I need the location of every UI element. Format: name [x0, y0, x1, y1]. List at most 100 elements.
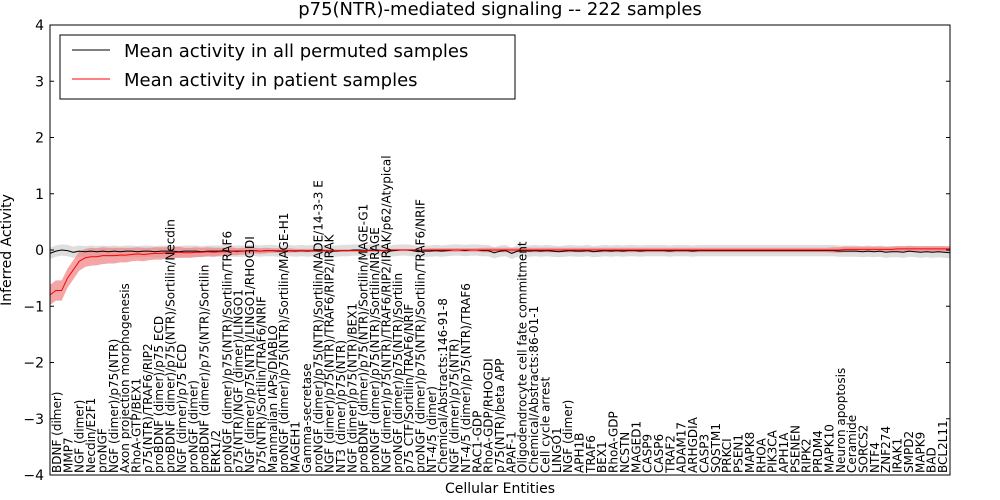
x-category-label: NT-4/5 (dimer)/p75(NTR)/TRAF6: [459, 283, 473, 473]
x-category-label: RHOA: [754, 437, 768, 473]
x-category-label: CASP9: [641, 434, 655, 473]
x-category-label: ERK1/2: [209, 430, 223, 473]
x-category-label: proNGF (dimer): [186, 380, 200, 473]
y-tick-label: −4: [23, 468, 44, 484]
x-category-label: MAPK9: [913, 432, 927, 473]
x-category-label: Ceramide: [845, 415, 859, 473]
x-category-label: NGF (dimer)/p75 ECD: [175, 344, 189, 473]
x-category-label: proBDNF (dimer)/p75(NTR)/Sortilin: [198, 265, 212, 473]
x-category-label: PSEN1: [732, 434, 746, 473]
y-tick-label: 0: [35, 243, 44, 259]
x-category-label: BCL2L11: [936, 420, 950, 473]
x-category-label: CASP3: [698, 434, 712, 473]
chart-title: p75(NTR)-mediated signaling -- 222 sampl…: [298, 0, 702, 20]
x-category-label: proBDNF (dimer)/p75 ECD: [152, 316, 166, 473]
x-category-label: Axon projection morphogenesis: [118, 283, 132, 473]
x-category-label: NTF4: [868, 442, 882, 473]
x-category-label: proBDNF (dimer)/p75(NTR)/Sortilin/Necdin: [164, 219, 178, 473]
x-category-label: APH1B: [573, 433, 587, 473]
x-category-label: p75(NTR)/TRAF6/RIP2: [141, 343, 155, 473]
x-category-label: MAGEH1: [289, 421, 303, 473]
x-category-label: PRDM4: [811, 430, 825, 473]
x-category-label: PRKCI: [720, 438, 734, 473]
x-category-label: PSENEN: [788, 425, 802, 473]
x-category-label: Oligodendrocyte cell fate commitment: [516, 241, 530, 473]
x-category-label: Mammalian IAPs/DIABLO: [266, 325, 280, 473]
x-category-label: NT3 (dimer)/p75(NTR): [334, 340, 348, 473]
x-category-label: APH1A: [777, 432, 791, 473]
x-category-label: PIK3CA: [766, 429, 780, 473]
x-category-label: p75(NTR)/Sortilin/TRAF6/NRIF: [255, 296, 269, 473]
x-category-label: MMP7: [61, 437, 75, 473]
x-category-label: proNGF (dimer)/p75(NTR)/Sortilin/TRAF6/N…: [414, 199, 428, 473]
x-category-label: proNGF (dimer)/p75(NTR)/Sortilin/TRAF6: [220, 231, 234, 473]
y-tick-label: 2: [35, 131, 44, 147]
x-category-label: p75(NTR)/NGF (dimer)/LINGO1: [232, 289, 246, 473]
x-category-label: proNGF (dimer)/p75(NTR)/Sortilin/NRAGE: [368, 227, 382, 473]
x-category-label: TRAF6: [584, 435, 598, 474]
y-tick-label: −1: [23, 299, 44, 315]
x-category-label: proNGF (dimer)/p75(NTR)/Sortilin: [391, 273, 405, 473]
x-category-label: APAF-1: [504, 431, 518, 473]
permuted-mean-line: [49, 249, 951, 254]
x-category-label: LINGO1: [550, 427, 564, 473]
x-category-label: BEX1: [595, 441, 609, 473]
x-category-label: proNGF: [95, 428, 109, 473]
x-category-label: Chemical/Abstracts:146-91-8: [436, 298, 450, 473]
x-category-label: Cell cycle arrest: [538, 377, 552, 473]
y-tick-label: 1: [35, 187, 44, 203]
x-category-label: BAD: [925, 447, 939, 473]
x-category-label: NGF (dimer): [73, 400, 87, 473]
x-category-label: RIPK2: [800, 438, 814, 473]
confidence-bands: [50, 244, 950, 306]
y-tick-label: −2: [23, 356, 44, 372]
series-lines: [49, 248, 951, 296]
x-category-label: IRAK1: [891, 438, 905, 473]
x-category-label: Gamma-secretase: [300, 363, 314, 473]
x-category-label: Chemical/Abstracts:86-01-1: [527, 306, 541, 473]
legend-label-permuted: Mean activity in all permuted samples: [124, 41, 468, 62]
x-category-label: NGF (dimer)/p75(NTR)/TRAF6/RIP2/IRAK: [323, 233, 337, 473]
x-category-label: CASP6: [652, 434, 666, 473]
x-category-label: NGF (dimer)/p75(NTR): [448, 339, 462, 473]
x-category-label: NT-4/5 (dimer): [425, 386, 439, 473]
x-category-label: RhoA-GDP: [607, 411, 621, 473]
y-tick-label: 3: [35, 74, 44, 90]
y-tick-label: 4: [35, 18, 44, 34]
x-category-label: NCSTN: [618, 432, 632, 473]
patient-band: [50, 246, 950, 306]
legend-box: [59, 34, 516, 100]
x-category-label: SORCS2: [857, 425, 871, 473]
y-axis-ticks: −4 −3 −2 −1 0 1 2 3 4: [23, 18, 950, 484]
x-category-label: NGF (dimer): [561, 400, 575, 473]
legend-label-patient: Mean activity in patient samples: [124, 70, 418, 91]
x-category-label: ARHGDIA: [686, 416, 700, 473]
x-category-label: NGF (dimer)/p75(NTR)/LINGO1/RHOGDI: [243, 236, 257, 473]
x-category-label: ZNF274: [879, 426, 893, 473]
x-category-label: MAPK10: [822, 424, 836, 473]
x-category-label: ADAM17: [675, 422, 689, 473]
x-category-label: RhoA-GDP/RHOGDI: [482, 358, 496, 473]
x-axis-label: Cellular Entities: [445, 481, 555, 497]
x-category-label: NGF (dimer)/p75(NTR)/TRAF6/RIP2/IRAK/p62…: [379, 155, 393, 473]
x-category-label: MAPK8: [743, 432, 757, 473]
x-category-label: proBDNF (dimer)/p75(NTR)/Sortilin/MAGE-G…: [357, 204, 371, 473]
y-axis-label: Inferred Activity: [0, 194, 15, 306]
legend: Mean activity in all permuted samples Me…: [59, 34, 516, 100]
x-category-label: SQSTM1: [709, 423, 723, 473]
x-category-label: RAC1-GDP: [470, 411, 484, 473]
x-category-label: Neuron apoptosis: [834, 368, 848, 473]
patient-mean-line: [49, 248, 950, 296]
x-category-label: NGF (dimer)/p75(NTR): [107, 339, 121, 473]
x-category-label: Necdin/E2F1: [84, 398, 98, 473]
x-category-label: proNGF (dimer)/p75(NTR)/Sortilin/MAGE-H1: [277, 213, 291, 473]
x-category-label: TRAF2: [663, 435, 677, 474]
x-category-label: p75 CTF/Sortilin/TRAF6/NRIF: [402, 304, 416, 473]
x-category-label: MAGED1: [629, 421, 643, 473]
x-category-label: SMPD2: [902, 431, 916, 473]
y-tick-label: −3: [23, 412, 44, 428]
x-category-label: BDNF (dimer): [50, 392, 64, 474]
